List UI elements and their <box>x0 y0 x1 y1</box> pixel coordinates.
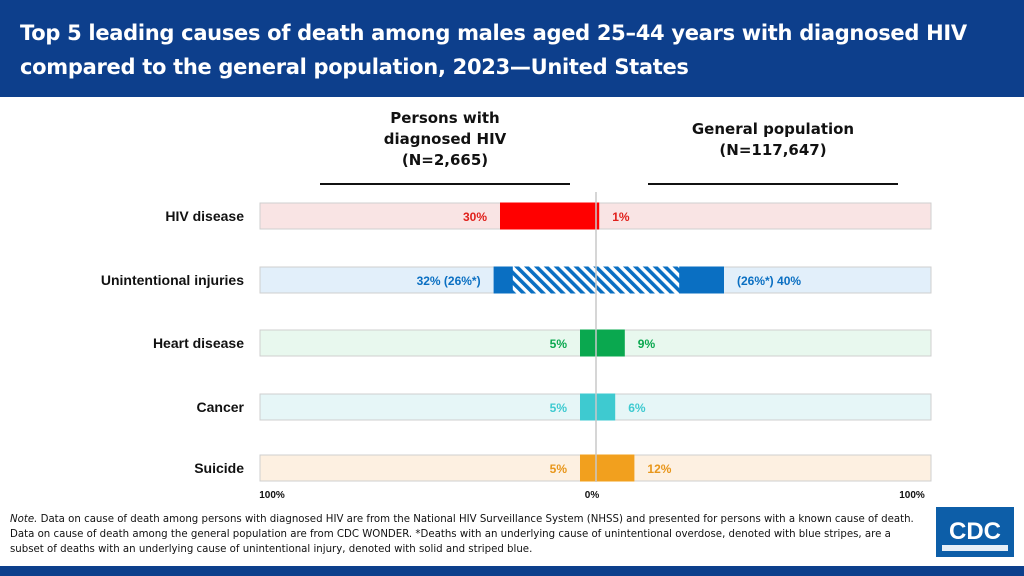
bar-general-overdose-subset <box>596 266 680 294</box>
bar-hiv-heart-disease <box>580 329 596 357</box>
bar-general-suicide <box>596 454 635 482</box>
data-label-hiv: 32% (26%*) <box>417 274 481 288</box>
data-label-general: 1% <box>612 210 630 224</box>
bar-general-cancer <box>596 393 616 421</box>
bar-general-heart-disease <box>596 329 625 357</box>
bar-general-hiv-disease <box>596 202 600 230</box>
data-label-general: 6% <box>628 401 646 415</box>
footer-bar <box>0 566 1024 576</box>
left-panel-line3: (N=2,665) <box>401 151 489 169</box>
right-panel-header: General population (N=117,647) <box>663 119 883 161</box>
category-label: Cancer <box>197 399 245 415</box>
cdc-logo-text: CDC <box>949 518 1001 545</box>
category-label: Suicide <box>194 460 244 476</box>
chart-title: Top 5 leading causes of death among male… <box>20 21 967 79</box>
footnote-text: Data on cause of death among persons wit… <box>10 514 914 555</box>
category-label: HIV disease <box>165 208 244 224</box>
bar-hiv-overdose-subset <box>512 266 596 294</box>
right-panel-line1: General population <box>691 120 855 138</box>
category-label: Unintentional injuries <box>101 272 244 288</box>
data-label-hiv: 30% <box>463 210 487 224</box>
category-label: Heart disease <box>153 335 244 351</box>
data-label-general: 9% <box>638 337 656 351</box>
axis-label-left: 100% <box>259 490 285 501</box>
left-panel-header: Persons with diagnosed HIV (N=2,665) <box>350 108 540 171</box>
data-label-hiv: 5% <box>550 337 568 351</box>
data-label-general: 12% <box>647 462 671 476</box>
title-banner: Top 5 leading causes of death among male… <box>0 0 1024 97</box>
bar-hiv-hiv-disease <box>500 202 596 230</box>
left-panel-line2: diagnosed HIV <box>383 130 507 148</box>
axis-label-right: 100% <box>899 490 925 501</box>
footnote-lead: Note. <box>10 514 38 525</box>
data-label-hiv: 5% <box>550 462 568 476</box>
bar-hiv-suicide <box>580 454 596 482</box>
footnote: Note. Data on cause of death among perso… <box>10 512 915 557</box>
axis-label-center: 0% <box>585 490 600 501</box>
cdc-logo: CDC <box>936 507 1014 557</box>
bar-hiv-cancer <box>580 393 596 421</box>
left-panel-line1: Persons with <box>390 109 500 127</box>
right-panel-line2: (N=117,647) <box>719 141 827 159</box>
data-label-general: (26%*) 40% <box>737 274 801 288</box>
data-label-hiv: 5% <box>550 401 568 415</box>
